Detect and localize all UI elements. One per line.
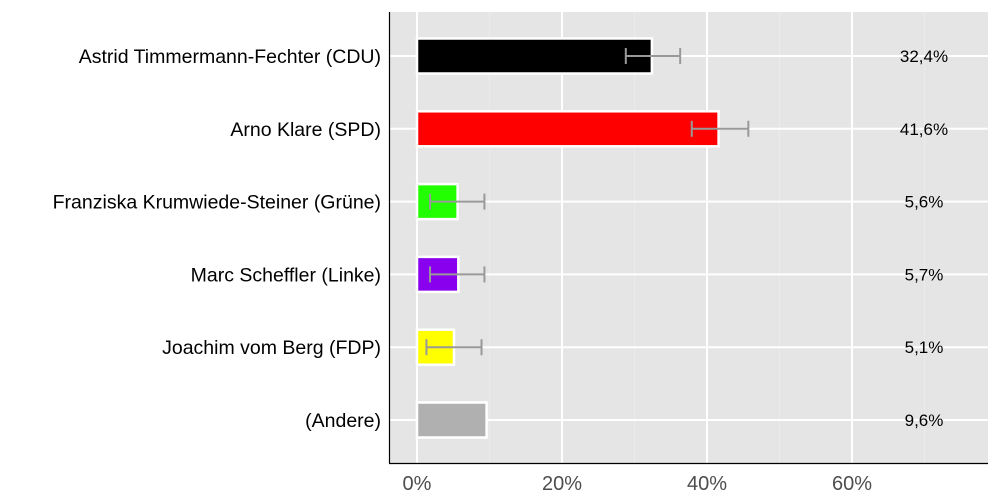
x-tick-label: 60% <box>832 473 872 495</box>
category-label: Joachim vom Berg (FDP) <box>162 337 381 359</box>
category-label: Astrid Timmermann-Fechter (CDU) <box>79 46 381 68</box>
value-label: 41,6% <box>900 120 948 139</box>
bar <box>415 37 654 75</box>
x-axis-tick-labels: 0% 20% 40% 60% <box>403 473 873 495</box>
value-label: 5,6% <box>905 193 944 212</box>
bar <box>415 110 720 148</box>
value-label: 5,1% <box>905 338 944 357</box>
category-axis-labels: Astrid Timmermann-Fechter (CDU) Arno Klar… <box>53 46 381 432</box>
plot-panel <box>389 12 988 463</box>
bar <box>415 401 488 439</box>
x-tick-label: 20% <box>542 473 582 495</box>
category-label: Franziska Krumwiede-Steiner (Grüne) <box>53 192 381 214</box>
x-tick-label: 0% <box>403 473 432 495</box>
category-label: Arno Klare (SPD) <box>230 119 381 141</box>
value-label: 32,4% <box>900 47 948 66</box>
value-label: 9,6% <box>905 411 944 430</box>
category-label: Marc Scheffler (Linke) <box>191 264 381 286</box>
x-tick-label: 40% <box>687 473 727 495</box>
major-gridlines <box>389 12 988 463</box>
value-label: 5,7% <box>905 265 944 284</box>
error-bars <box>425 48 750 356</box>
minor-gridlines <box>489 12 925 463</box>
value-labels: 32,4% 41,6% 5,6% 5,7% 5,1% 9,6% <box>900 47 948 430</box>
category-label: (Andere) <box>305 410 381 432</box>
